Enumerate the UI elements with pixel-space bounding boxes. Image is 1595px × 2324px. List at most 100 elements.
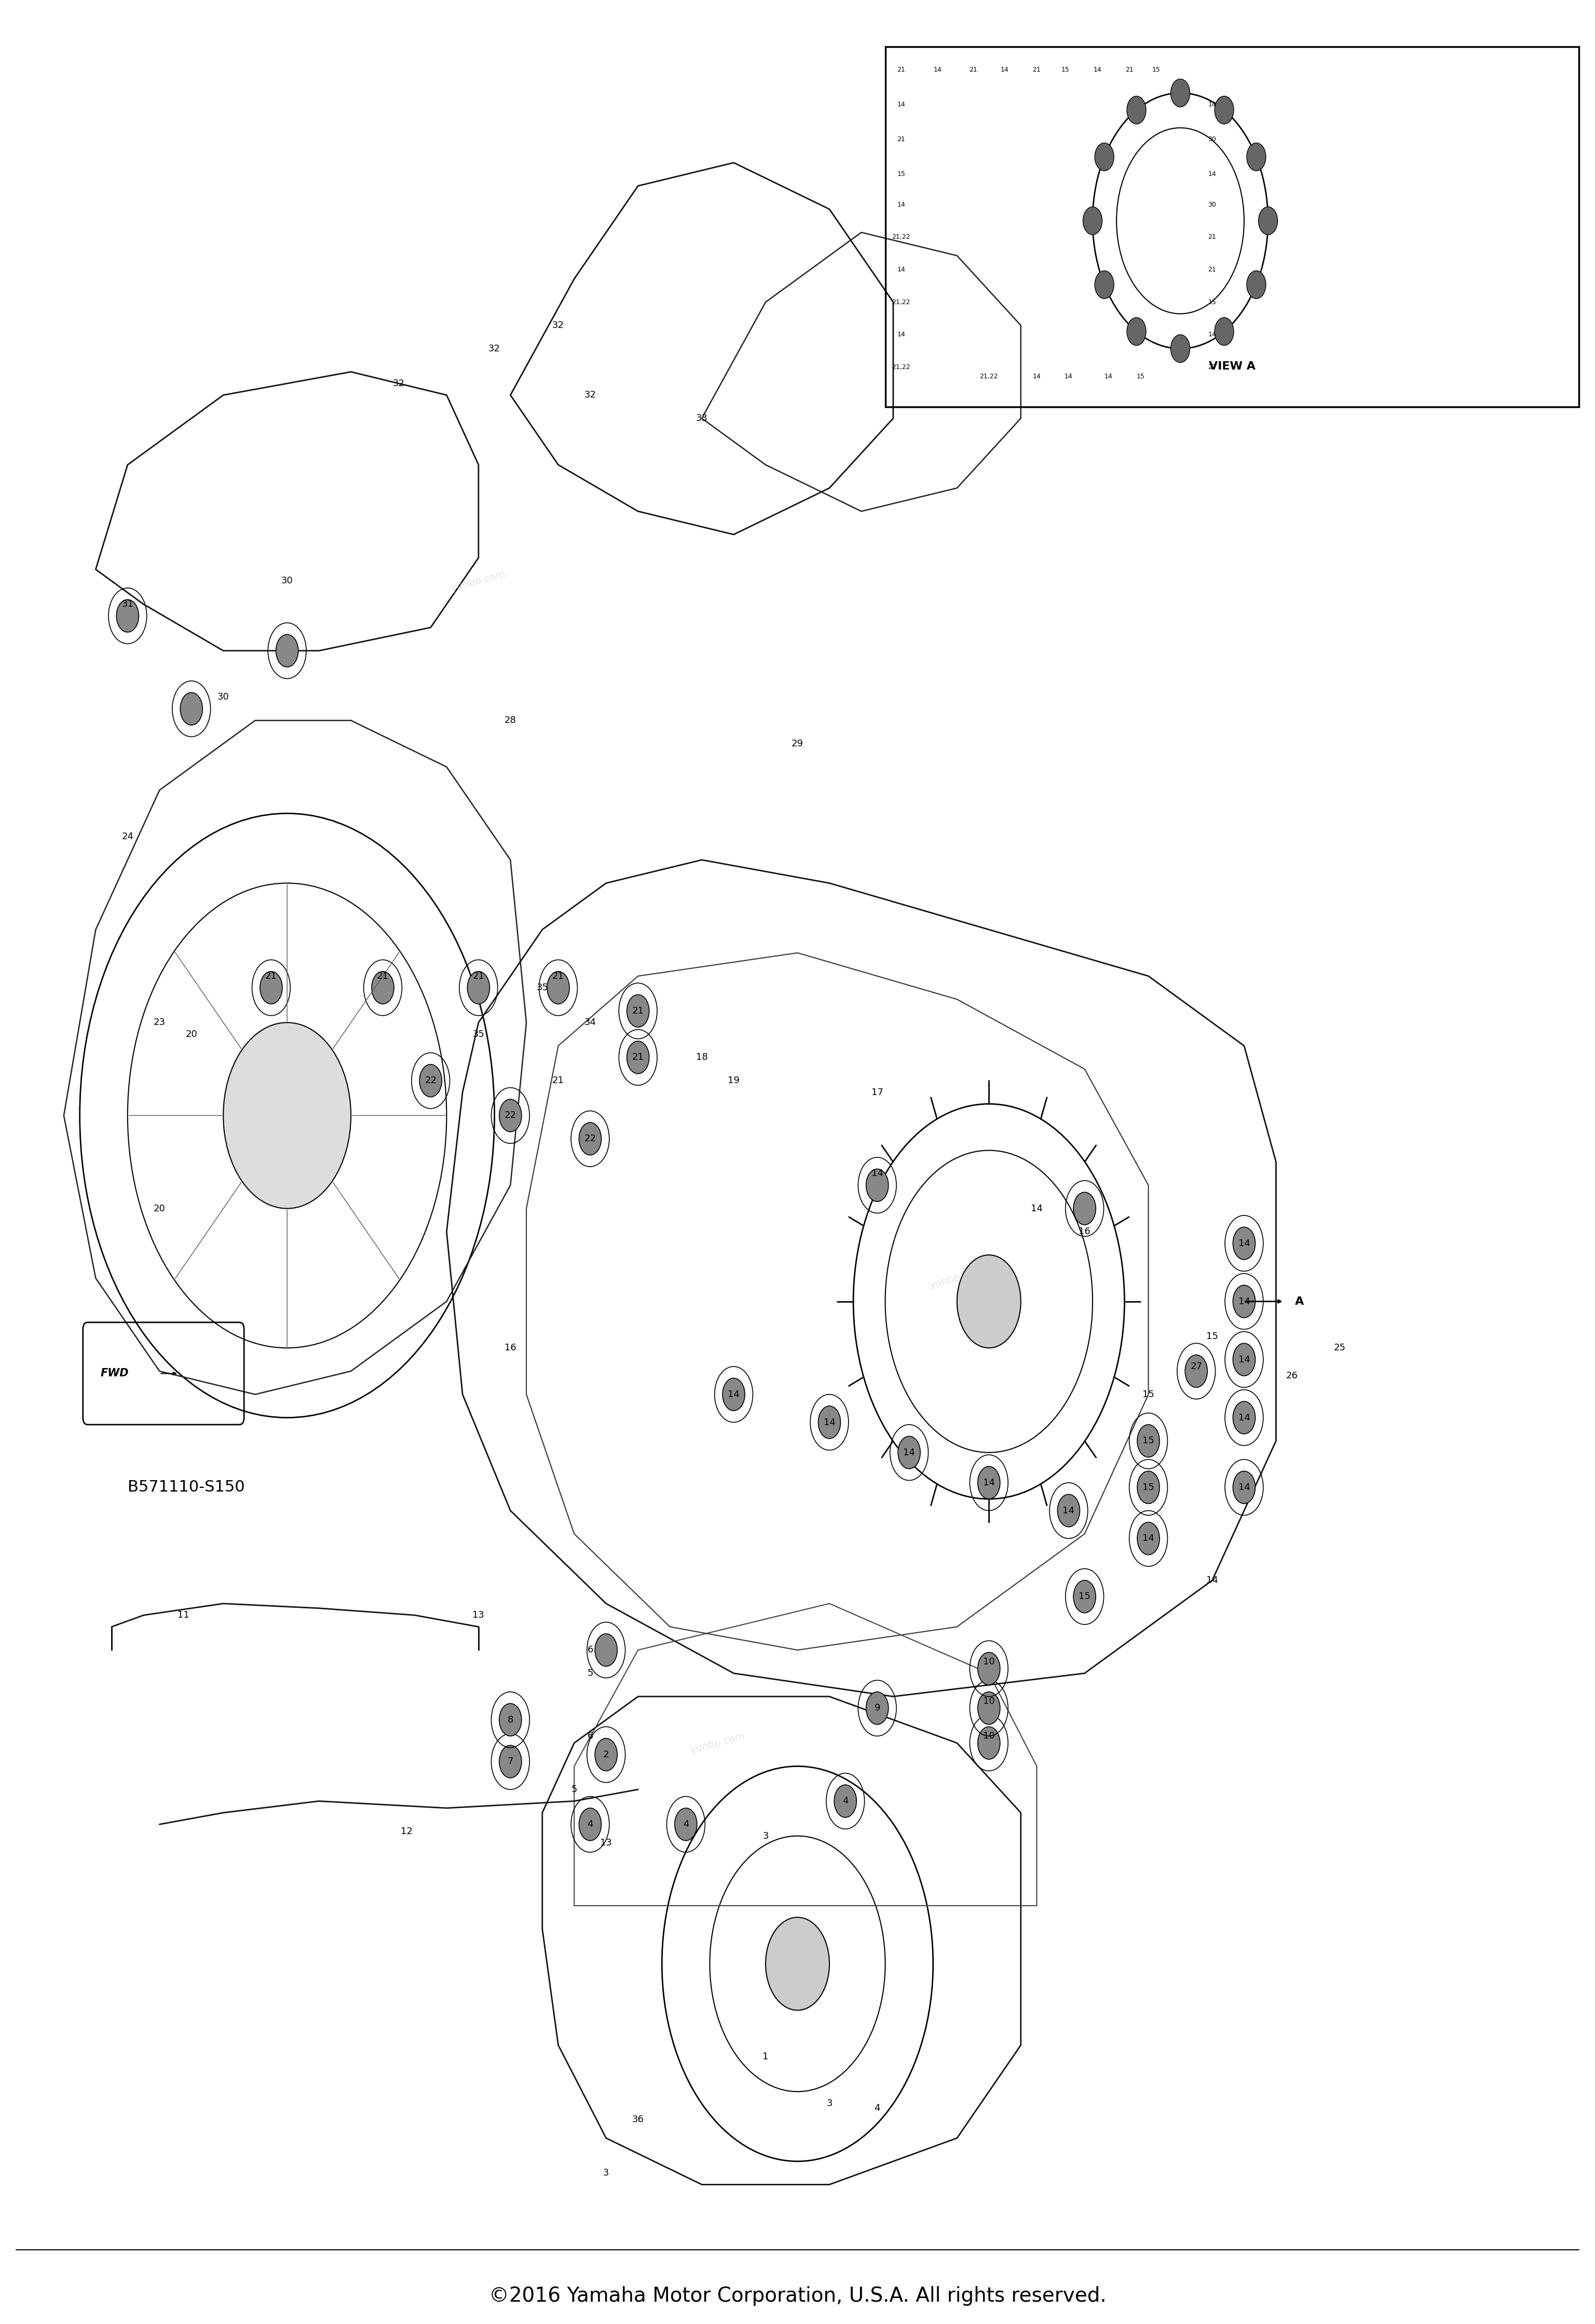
- Text: 16: 16: [1078, 1227, 1091, 1236]
- Text: yunbp.com: yunbp.com: [689, 1731, 746, 1755]
- Text: 14: 14: [1238, 1239, 1250, 1248]
- Text: 32: 32: [392, 379, 405, 388]
- Text: 7: 7: [507, 1757, 514, 1766]
- Text: 29: 29: [791, 739, 804, 748]
- Circle shape: [1126, 95, 1145, 123]
- Text: 26: 26: [1286, 1371, 1298, 1380]
- Text: 15: 15: [1061, 67, 1070, 72]
- Circle shape: [499, 1099, 522, 1132]
- Circle shape: [978, 1692, 1000, 1724]
- Text: 5: 5: [571, 1785, 577, 1794]
- Text: 14: 14: [933, 67, 943, 72]
- Text: 14: 14: [1093, 67, 1102, 72]
- Text: 21,22: 21,22: [979, 374, 998, 379]
- Circle shape: [978, 1727, 1000, 1759]
- Text: 15: 15: [896, 172, 906, 177]
- Circle shape: [1258, 207, 1278, 235]
- Text: 24: 24: [121, 832, 134, 841]
- Text: 21: 21: [1032, 67, 1042, 72]
- Text: 21: 21: [632, 1053, 644, 1062]
- Text: 21: 21: [552, 971, 565, 981]
- Text: 32: 32: [488, 344, 501, 353]
- Circle shape: [116, 600, 139, 632]
- Text: 21: 21: [1207, 235, 1217, 239]
- Circle shape: [1094, 272, 1113, 297]
- Text: 10: 10: [983, 1657, 995, 1666]
- Circle shape: [1214, 318, 1235, 346]
- Circle shape: [579, 1808, 601, 1841]
- Text: 21,22: 21,22: [892, 300, 911, 304]
- Text: 21: 21: [1207, 267, 1217, 272]
- Text: 12: 12: [400, 1827, 413, 1836]
- Text: 15: 15: [1142, 1390, 1155, 1399]
- Circle shape: [579, 1122, 601, 1155]
- Text: 15: 15: [1206, 1332, 1219, 1341]
- Text: 21: 21: [896, 67, 906, 72]
- Text: yunbp.com: yunbp.com: [928, 1267, 986, 1290]
- Text: 35: 35: [472, 1030, 485, 1039]
- Text: 14: 14: [727, 1390, 740, 1399]
- Text: 4: 4: [587, 1820, 593, 1829]
- Circle shape: [1247, 272, 1266, 300]
- Text: 8: 8: [507, 1715, 514, 1724]
- Circle shape: [1171, 335, 1190, 363]
- Text: 3: 3: [762, 1831, 769, 1841]
- Circle shape: [1137, 1471, 1160, 1504]
- Text: 23: 23: [153, 1018, 166, 1027]
- Text: 15: 15: [1142, 1483, 1155, 1492]
- Text: 21: 21: [896, 137, 906, 142]
- Text: 35: 35: [536, 983, 549, 992]
- Text: 14: 14: [823, 1418, 836, 1427]
- Circle shape: [372, 971, 394, 1004]
- Circle shape: [1233, 1227, 1255, 1260]
- Circle shape: [866, 1692, 888, 1724]
- Text: 14: 14: [1104, 374, 1113, 379]
- Text: 14: 14: [983, 1478, 995, 1487]
- Text: 14: 14: [1000, 67, 1010, 72]
- Text: 4: 4: [842, 1796, 849, 1806]
- Text: 5: 5: [587, 1669, 593, 1678]
- Circle shape: [1083, 207, 1102, 235]
- Text: 14: 14: [1238, 1297, 1250, 1306]
- Circle shape: [276, 634, 298, 667]
- Text: 14: 14: [896, 202, 906, 207]
- Text: VIEW A: VIEW A: [1209, 363, 1255, 372]
- Circle shape: [1233, 1285, 1255, 1318]
- Circle shape: [978, 1652, 1000, 1685]
- Text: 28: 28: [504, 716, 517, 725]
- Text: 6: 6: [587, 1645, 593, 1655]
- Text: 3: 3: [826, 2099, 833, 2108]
- Text: 14: 14: [896, 102, 906, 107]
- Circle shape: [467, 971, 490, 1004]
- Circle shape: [499, 1745, 522, 1778]
- Circle shape: [1137, 1425, 1160, 1457]
- Bar: [885, 46, 1579, 407]
- Circle shape: [1126, 318, 1145, 346]
- Text: 14: 14: [1238, 1413, 1250, 1422]
- Circle shape: [766, 1917, 829, 2010]
- Text: 15: 15: [1078, 1592, 1091, 1601]
- Text: 17: 17: [871, 1088, 884, 1097]
- Text: 14: 14: [1238, 1483, 1250, 1492]
- Circle shape: [1233, 1471, 1255, 1504]
- Text: 14: 14: [871, 1169, 884, 1178]
- Text: 19: 19: [727, 1076, 740, 1085]
- Text: 30: 30: [217, 693, 230, 702]
- Text: FWD: FWD: [100, 1369, 129, 1378]
- Text: 20: 20: [153, 1204, 166, 1213]
- Text: 14: 14: [1207, 172, 1217, 177]
- Text: 14: 14: [896, 332, 906, 337]
- Text: 14: 14: [1207, 102, 1217, 107]
- Text: 14: 14: [1206, 1576, 1219, 1585]
- Circle shape: [1171, 79, 1190, 107]
- Circle shape: [595, 1634, 617, 1666]
- Text: 14: 14: [1062, 1506, 1075, 1515]
- Text: 14: 14: [903, 1448, 916, 1457]
- Text: 11: 11: [177, 1611, 190, 1620]
- Text: 2: 2: [603, 1750, 609, 1759]
- Text: ©2016 Yamaha Motor Corporation, U.S.A. All rights reserved.: ©2016 Yamaha Motor Corporation, U.S.A. A…: [488, 2287, 1107, 2305]
- Text: 14: 14: [1238, 1355, 1250, 1364]
- Text: 30: 30: [281, 576, 293, 586]
- Text: 14: 14: [1064, 374, 1073, 379]
- Text: 14: 14: [896, 267, 906, 272]
